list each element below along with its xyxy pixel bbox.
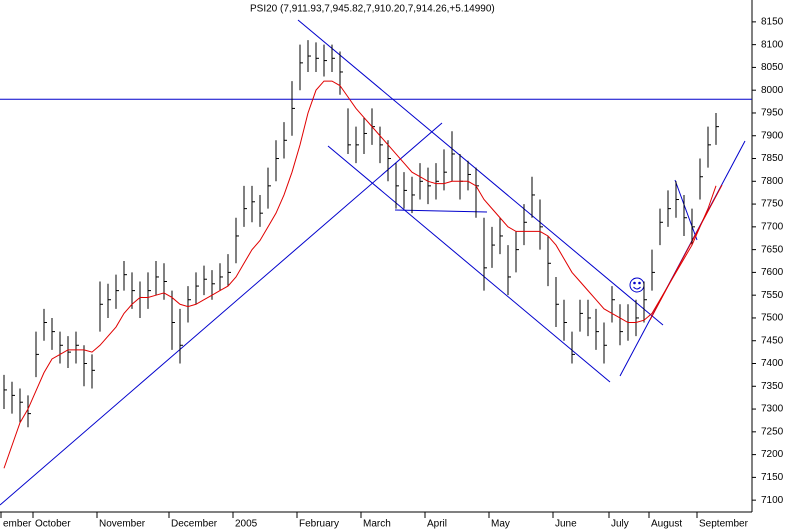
trendline	[0, 122, 443, 506]
smiley-mouth	[633, 286, 641, 290]
y-tick-label: 7950	[761, 108, 784, 119]
y-tick-label: 7500	[761, 313, 784, 324]
x-tick-label: June	[555, 519, 577, 530]
y-tick-label: 7800	[761, 176, 784, 187]
y-tick-label: 8150	[761, 17, 784, 28]
x-tick-label: December	[171, 519, 218, 530]
y-tick-label: 7750	[761, 199, 784, 210]
y-tick-label: 7400	[761, 358, 784, 369]
smiley-eye	[633, 281, 636, 285]
y-tick-label: 7900	[761, 130, 784, 141]
trendline	[297, 19, 664, 326]
trendline	[394, 209, 488, 213]
y-tick-label: 7700	[761, 221, 784, 232]
y-tick-label: 7150	[761, 472, 784, 483]
trendline	[327, 145, 611, 383]
x-tick-label: March	[363, 519, 391, 530]
x-tick-label: ember	[3, 519, 32, 530]
x-tick-label: April	[427, 519, 447, 530]
y-tick-label: 7850	[761, 153, 784, 164]
y-tick-label: 7650	[761, 244, 784, 255]
y-tick-label: 7200	[761, 449, 784, 460]
smiley-eye	[638, 281, 641, 285]
moving-average	[3, 80, 717, 469]
y-tick-label: 7250	[761, 426, 784, 437]
y-tick-label: 7600	[761, 267, 784, 278]
y-tick-label: 8050	[761, 62, 784, 73]
x-tick-label: November	[99, 519, 146, 530]
x-tick-label: July	[611, 519, 629, 530]
y-tick-label: 7450	[761, 335, 784, 346]
x-tick-label: October	[35, 519, 71, 530]
trendline	[649, 184, 723, 321]
x-tick-label: 2005	[235, 519, 258, 530]
y-tick-label: 7350	[761, 381, 784, 392]
x-tick-label: August	[651, 519, 682, 530]
y-tick-label: 8100	[761, 39, 784, 50]
x-tick-label: May	[491, 519, 510, 530]
y-tick-label: 7300	[761, 404, 784, 415]
y-tick-label: 7550	[761, 290, 784, 301]
x-tick-label: February	[299, 519, 339, 530]
trendlines	[0, 19, 746, 506]
y-tick-label: 8000	[761, 85, 784, 96]
trendline	[674, 179, 698, 241]
x-tick-label: September	[699, 519, 749, 530]
y-tick-label: 7100	[761, 495, 784, 506]
chart-title: PSI20 (7,911.93,7,945.82,7,910.20,7,914.…	[250, 4, 495, 15]
